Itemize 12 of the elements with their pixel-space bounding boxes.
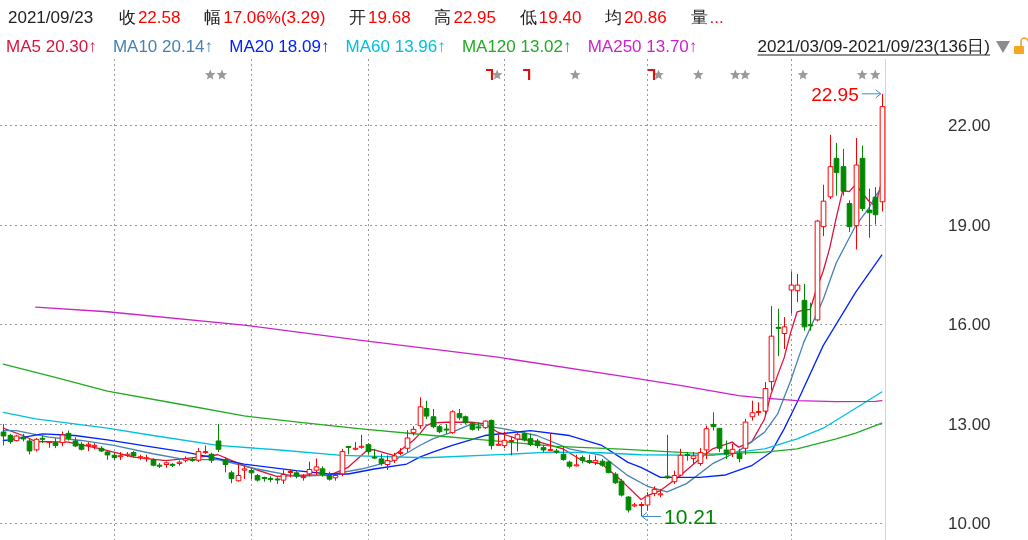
y-tick-label: 16.00 (948, 315, 991, 335)
annotation: 22.95 (811, 83, 859, 105)
y-tick-label: 19.00 (948, 215, 991, 235)
y-tick-label: 13.00 (948, 414, 991, 434)
header: 2021/09/23 收22.58 幅17.06%(3.29) 开19.68 高22.95 低19.40 均20.86 量... (8, 8, 724, 27)
y-tick-label: 22.00 (948, 116, 991, 136)
legend-row: MA5 20.30↑ MA10 20.14↑ MA20 18.09↑ MA60 13.96↑ MA120 13.02↑ MA250 13.70↑ 2021/03/09-2021/09/23(136日) (6, 37, 991, 56)
extreme-label: 10.21 (641, 505, 717, 529)
y-tick-label: 10.00 (948, 514, 991, 534)
chart-subtitle: 2021/03/09-2021/09/23(136日) (757, 37, 990, 56)
extreme-label: 22.95 (811, 83, 882, 105)
annotation: 10.21 (663, 505, 717, 529)
